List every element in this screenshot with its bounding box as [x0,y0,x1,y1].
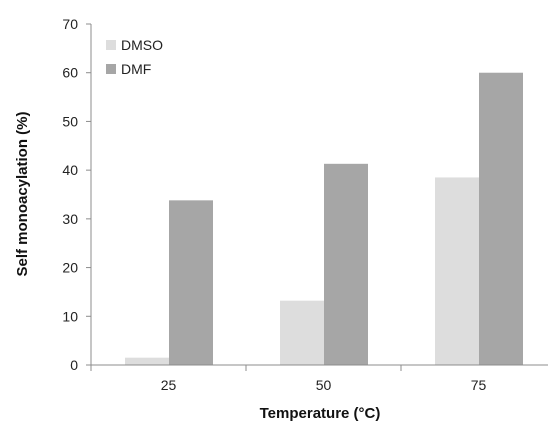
y-ticks-group: 0 10 20 30 40 50 60 70 [62,16,91,373]
legend: DMSO DMF [106,37,163,77]
x-axis-title: Temperature (°C) [260,405,381,422]
x-ticks-group: 25 50 75 [90,365,487,393]
bar-dmf-75 [479,72,523,365]
y-tick-label-30: 30 [62,211,78,227]
bar-dmf-25 [169,200,213,365]
legend-label-dmso: DMSO [121,37,163,53]
y-tick-label-20: 20 [62,260,78,276]
x-tick-label-25: 25 [161,377,177,393]
legend-label-dmf: DMF [121,61,151,77]
y-tick-label-60: 60 [62,65,78,81]
bar-dmso-75 [435,177,479,365]
axes-group [90,24,548,366]
bar-dmso-25 [125,357,169,365]
legend-swatch-dmso [106,40,116,50]
y-tick-label-40: 40 [62,162,78,178]
y-axis-title: Self monoacylation (%) [14,111,31,276]
bar-dmf-50 [324,163,368,365]
y-tick-label-70: 70 [62,16,78,32]
y-tick-label-50: 50 [62,113,78,129]
x-tick-label-50: 50 [316,377,332,393]
legend-swatch-dmf [106,64,116,74]
bars-group [125,72,523,365]
x-tick-label-75: 75 [471,377,487,393]
y-tick-label-10: 10 [62,308,78,324]
y-tick-label-0: 0 [70,357,78,373]
bar-dmso-50 [280,300,324,365]
